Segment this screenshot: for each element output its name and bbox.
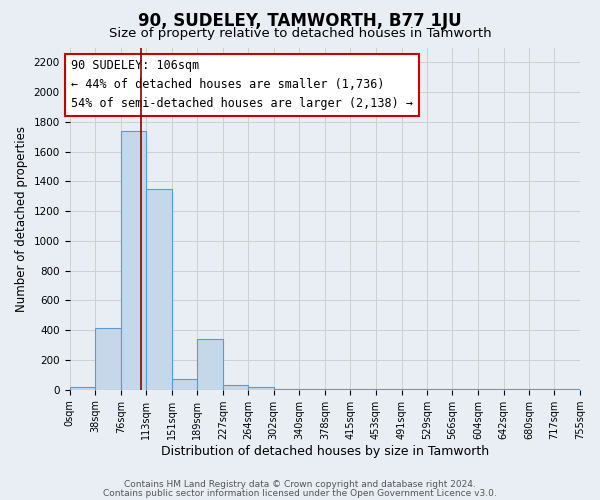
Bar xyxy=(503,389,529,390)
Bar xyxy=(274,389,299,390)
Bar xyxy=(529,389,554,390)
Bar xyxy=(478,389,503,390)
Text: Size of property relative to detached houses in Tamworth: Size of property relative to detached ho… xyxy=(109,28,491,40)
Text: Contains HM Land Registry data © Crown copyright and database right 2024.: Contains HM Land Registry data © Crown c… xyxy=(124,480,476,489)
Bar xyxy=(248,386,274,390)
Bar xyxy=(197,339,223,390)
Bar xyxy=(121,131,146,390)
Bar xyxy=(172,378,197,390)
Bar xyxy=(401,389,427,390)
Bar xyxy=(146,189,172,390)
Bar xyxy=(427,389,452,390)
Text: 90, SUDELEY, TAMWORTH, B77 1JU: 90, SUDELEY, TAMWORTH, B77 1JU xyxy=(138,12,462,30)
Text: 90 SUDELEY: 106sqm
← 44% of detached houses are smaller (1,736)
54% of semi-deta: 90 SUDELEY: 106sqm ← 44% of detached hou… xyxy=(71,60,413,110)
Bar xyxy=(95,328,121,390)
Bar xyxy=(325,389,350,390)
Text: Contains public sector information licensed under the Open Government Licence v3: Contains public sector information licen… xyxy=(103,489,497,498)
Bar xyxy=(70,386,95,390)
Bar xyxy=(350,389,376,390)
X-axis label: Distribution of detached houses by size in Tamworth: Distribution of detached houses by size … xyxy=(161,444,489,458)
Bar xyxy=(223,386,248,390)
Bar xyxy=(452,389,478,390)
Y-axis label: Number of detached properties: Number of detached properties xyxy=(15,126,28,312)
Bar xyxy=(299,389,325,390)
Bar xyxy=(554,389,580,390)
Bar xyxy=(376,389,401,390)
